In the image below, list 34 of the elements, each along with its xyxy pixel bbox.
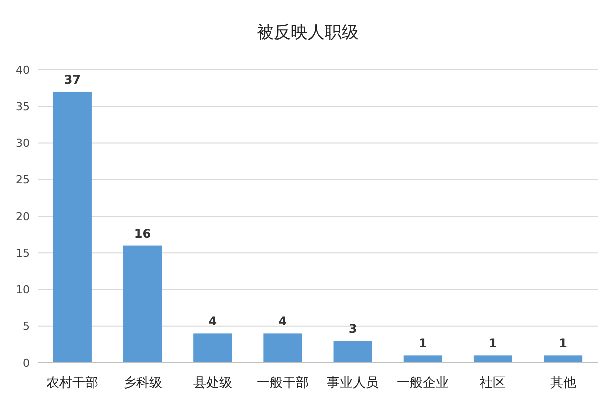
data-label: 16 — [134, 226, 152, 241]
data-label: 1 — [559, 336, 568, 351]
y-tick-label: 0 — [23, 356, 30, 370]
x-tick-label: 其他 — [550, 376, 576, 391]
x-tick-label: 社区 — [480, 376, 506, 391]
bar — [544, 356, 583, 363]
bar — [334, 341, 372, 363]
data-label: 1 — [418, 336, 428, 351]
y-tick-label: 25 — [16, 174, 30, 187]
bar — [124, 246, 162, 363]
bar — [53, 92, 92, 363]
y-tick-label: 5 — [23, 320, 30, 334]
data-label: 37 — [64, 72, 82, 87]
y-tick-label: 30 — [16, 137, 30, 150]
chart-title: 被反映人职级 — [257, 23, 359, 43]
y-tick-label: 15 — [16, 246, 30, 260]
y-tick-label: 40 — [16, 64, 30, 77]
y-tick-label: 35 — [16, 100, 30, 114]
x-tick-label: 农村干部 — [46, 376, 99, 391]
x-tick-label: 一般干部 — [256, 376, 309, 391]
y-tick-label: 10 — [16, 284, 30, 297]
data-label: 4 — [278, 314, 288, 329]
bar — [404, 356, 442, 363]
bar — [194, 334, 232, 363]
data-label: 4 — [208, 314, 218, 329]
data-label: 3 — [348, 322, 358, 336]
bar — [474, 356, 512, 363]
x-tick-label: 县处级 — [193, 376, 232, 391]
bar — [264, 334, 302, 363]
x-tick-label: 乡科级 — [123, 376, 162, 391]
x-tick-label: 一般企业 — [397, 376, 450, 391]
y-tick-label: 20 — [16, 210, 30, 224]
data-label: 1 — [489, 336, 498, 351]
x-tick-label: 事业人员 — [327, 376, 380, 391]
